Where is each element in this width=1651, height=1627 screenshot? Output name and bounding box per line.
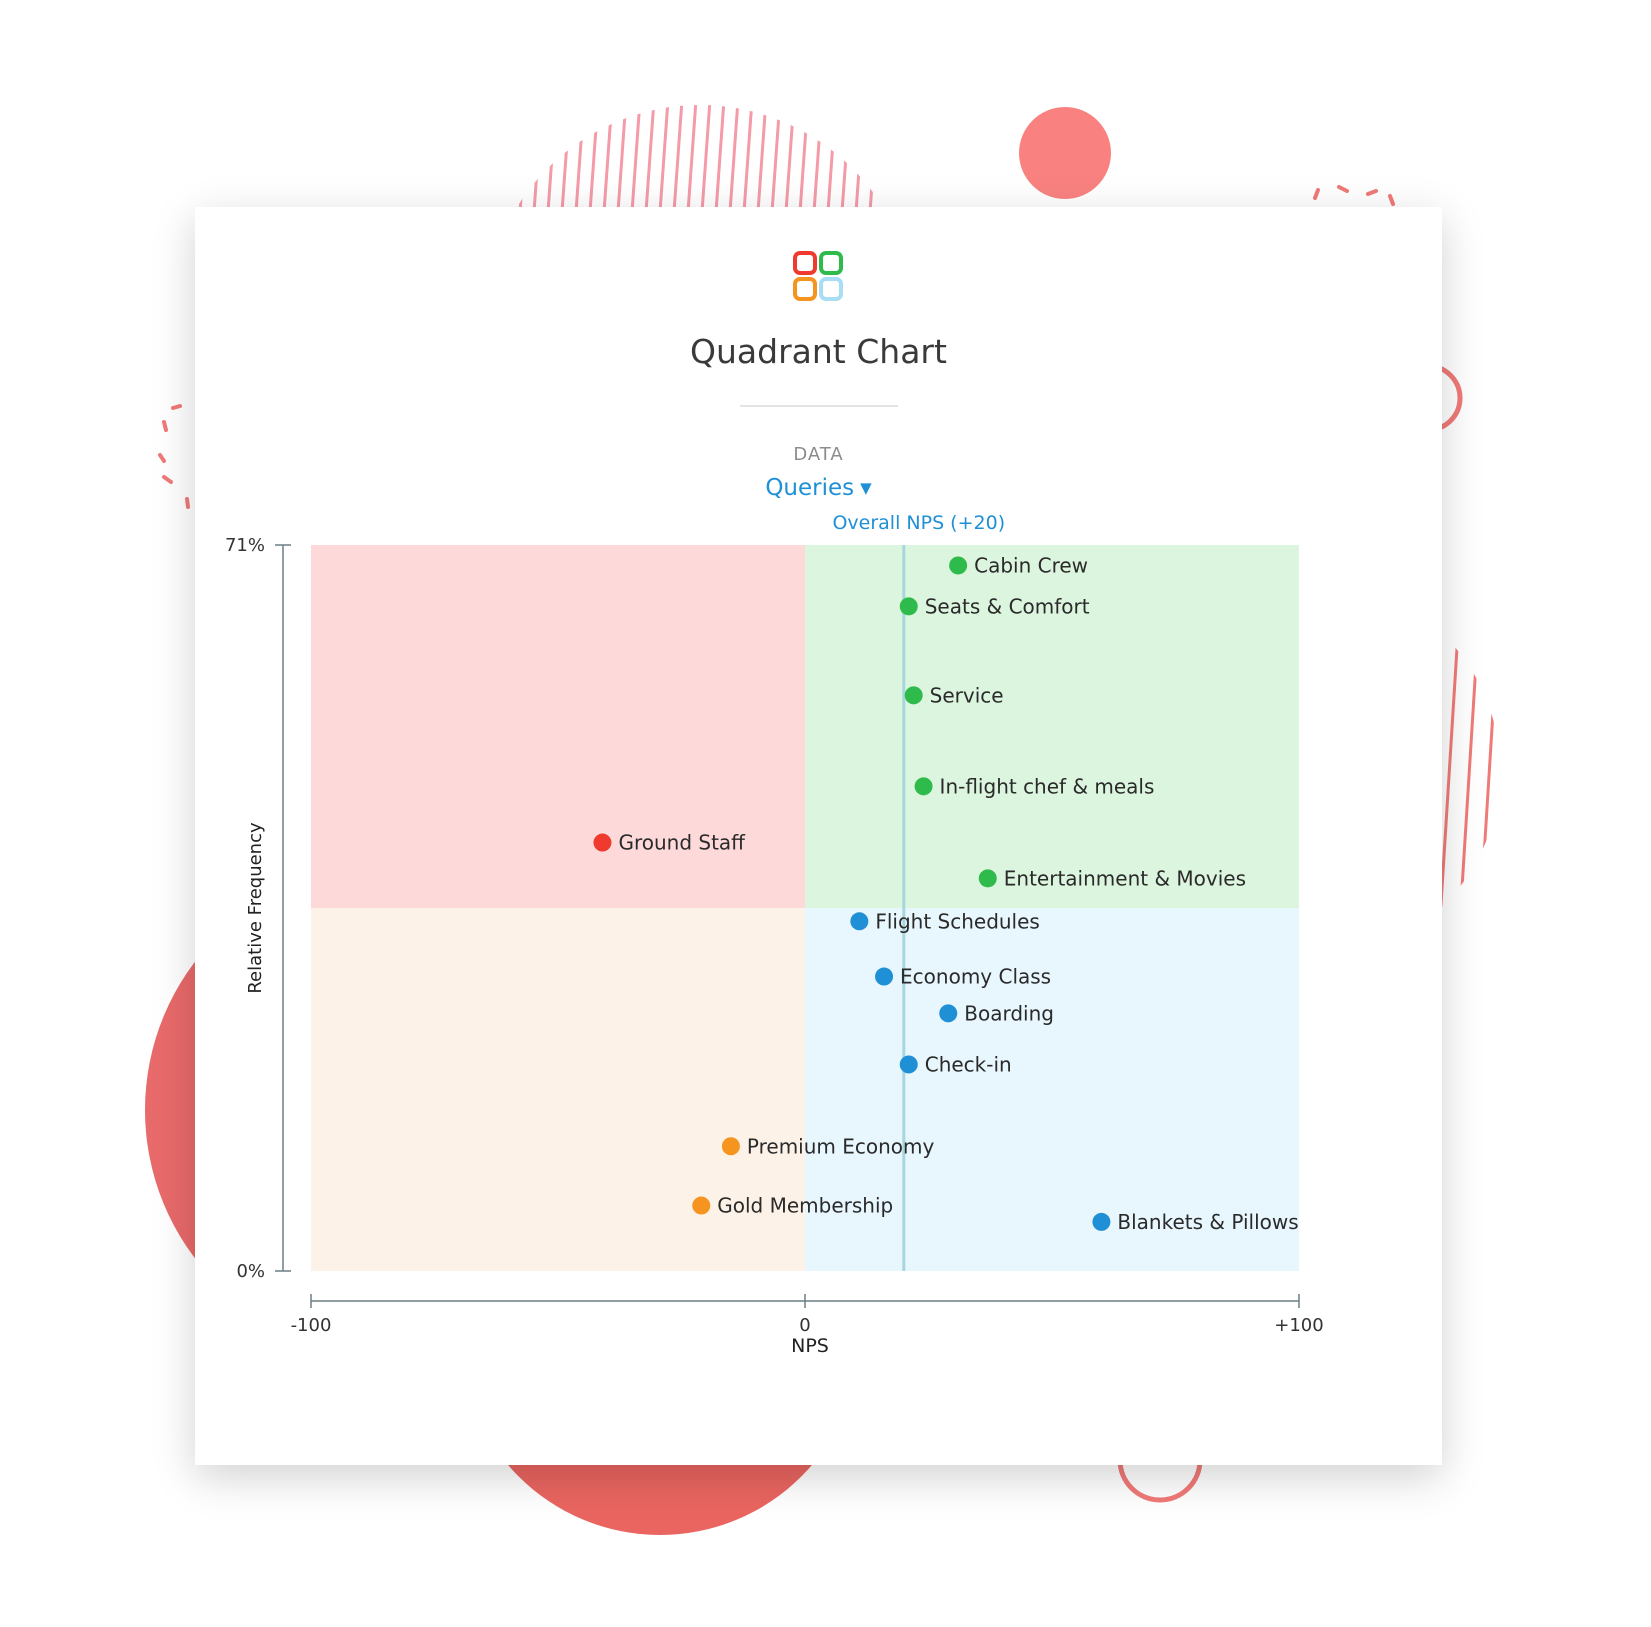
point-label-in-flight-chef-meals: In-flight chef & meals [940, 774, 1155, 798]
title-divider [740, 405, 898, 407]
point-blankets-pillows[interactable] [1092, 1212, 1111, 1231]
point-label-gold-membership: Gold Membership [717, 1194, 893, 1218]
chart-title: Quadrant Chart [690, 332, 947, 371]
x-tick-label-min: -100 [291, 1315, 332, 1336]
point-flight-schedules[interactable] [850, 912, 869, 931]
point-premium-economy[interactable] [721, 1137, 740, 1156]
quadrant-bottom-left [311, 908, 805, 1271]
data-label: DATA [793, 444, 844, 465]
point-gold-membership[interactable] [692, 1196, 711, 1215]
point-label-economy-class: Economy Class [900, 965, 1051, 989]
point-label-blankets-pillows: Blankets & Pillows [1117, 1210, 1298, 1234]
lightblue-square-icon [819, 277, 843, 301]
quadrant-top-right [805, 545, 1299, 908]
point-seats-comfort[interactable] [899, 597, 918, 616]
point-check-in[interactable] [899, 1055, 918, 1074]
y-tick-label-min: 0% [236, 1261, 265, 1282]
point-label-flight-schedules: Flight Schedules [875, 909, 1040, 933]
green-square-icon [819, 251, 843, 275]
point-cabin-crew[interactable] [949, 556, 968, 575]
point-label-cabin-crew: Cabin Crew [974, 553, 1088, 577]
quadrant-top-left [311, 545, 805, 908]
point-label-boarding: Boarding [964, 1001, 1054, 1025]
decor-dashes-top-right [1313, 185, 1395, 206]
quadrant-chart: Overall NPS (+20) 71% 0% Relative Freque… [225, 512, 1324, 1357]
caret-down-icon: ▼ [860, 479, 872, 497]
data-selector-value: Queries [765, 475, 855, 501]
point-label-seats-comfort: Seats & Comfort [925, 594, 1090, 618]
decor-top-circle [1019, 107, 1111, 199]
point-economy-class[interactable] [875, 967, 894, 986]
data-points: Cabin Crew Seats & Comfort Service In-fligh… [593, 553, 1299, 1234]
y-tick-label-max: 71% [225, 535, 265, 556]
red-square-icon [793, 251, 817, 275]
x-tick-label-max: +100 [1274, 1315, 1323, 1336]
point-service[interactable] [904, 686, 923, 705]
decor-dashes-left [158, 404, 190, 509]
point-boarding[interactable] [939, 1004, 958, 1023]
point-label-premium-economy: Premium Economy [747, 1134, 935, 1158]
point-label-ground-staff: Ground Staff [618, 831, 746, 855]
point-entertainment-movies[interactable] [978, 869, 997, 888]
orange-square-icon [793, 277, 817, 301]
x-axis-title: NPS [791, 1335, 829, 1357]
quadrants [311, 545, 1299, 1271]
point-ground-staff[interactable] [593, 833, 612, 852]
chart-card: Quadrant Chart DATA Queries ▼ Overall NPS… [195, 207, 1442, 1465]
point-label-check-in: Check-in [925, 1052, 1012, 1076]
quadrant-logo [793, 251, 843, 301]
point-label-entertainment-movies: Entertainment & Movies [1004, 866, 1246, 890]
data-selector-dropdown[interactable]: Queries ▼ [195, 475, 1442, 501]
overall-nps-label: Overall NPS (+20) [832, 512, 1005, 534]
point-in-flight-chef-meals[interactable] [914, 777, 933, 796]
point-label-service: Service [930, 683, 1004, 707]
x-tick-label-mid: 0 [799, 1315, 810, 1336]
y-axis-title: Relative Frequency [245, 822, 266, 994]
